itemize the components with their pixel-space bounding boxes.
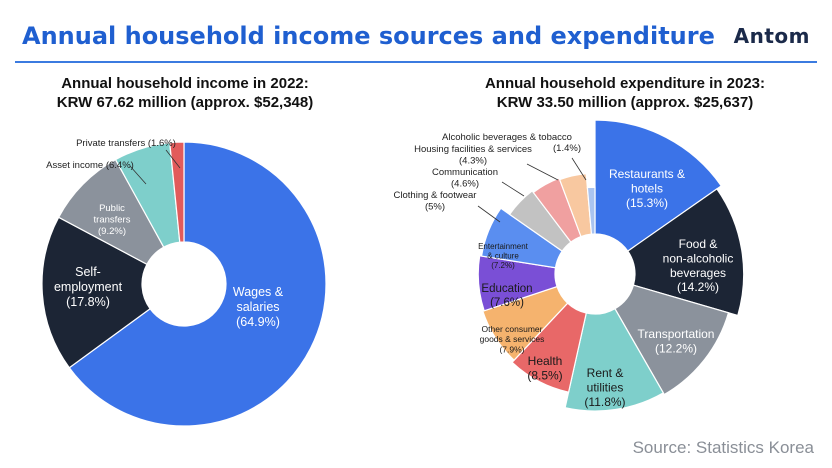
expenditure-label-other-consumer-goods-services: Other consumer goods & services (7.9%)	[480, 324, 545, 354]
expenditure-chart-title-block: Annual household expenditure in 2023: KR…	[440, 74, 810, 112]
expenditure-label-rent-utilities: Rent & utilities (11.8%)	[584, 366, 625, 409]
expenditure-slice-rent-utilities	[564, 307, 665, 412]
expenditure-chart-title: Annual household expenditure in 2023:	[484, 75, 766, 92]
expenditure-label-food-non-alcoholic-beverages: Food & non-alcoholic beverages (14.2%)	[663, 237, 734, 294]
expenditure-label-housing-facilities-services: Housing facilities & services (4.3%)	[414, 144, 532, 166]
expenditure-leader-alcoholic-beverages-tobacco	[571, 157, 587, 181]
expenditure-label-entertainment-culture: Entertainment & culture (7.2%)	[478, 242, 529, 270]
expenditure-slice-alcoholic-beverages-tobacco	[586, 186, 596, 235]
income-leader-private-transfers	[165, 149, 181, 169]
expenditure-donut-chart: Restaurants & hotels (15.3%) Food & non-alco…	[394, 119, 745, 412]
expenditure-value-alcoholic-beverages-tobacco: (1.4%)	[553, 143, 581, 154]
income-label-public-transfers: Public transfers (9.2%)	[94, 203, 131, 237]
expenditure-label-alcoholic-beverages-tobacco: Alcoholic beverages & tobacco	[442, 132, 572, 143]
expenditure-label-communication: Communication (4.6%)	[432, 167, 498, 189]
income-donut-chart: Wages & salaries (64.9%) Self-employment (17…	[41, 138, 327, 427]
expenditure-slice-other-consumer-goods-services	[482, 285, 569, 362]
income-label-asset-income: Asset income (6.4%)	[46, 160, 134, 171]
income-label-wages-salaries: Wages & salaries (64.9%)	[233, 285, 284, 329]
expenditure-chart-subtitle: KRW 33.50 million (approx. $25,637)	[496, 94, 754, 111]
income-slice-wages-salaries	[68, 141, 327, 427]
income-label-private-transfers: Private transfers (1.6%)	[76, 138, 176, 149]
expenditure-label-health: Health (8.5%)	[527, 354, 562, 382]
expenditure-label-clothing-footwear: Clothing & footwear (5%)	[394, 190, 477, 212]
income-chart-title-block: Annual household income in 2022: KRW 67.…	[30, 74, 340, 112]
income-chart-subtitle: KRW 67.62 million (approx. $52,348)	[56, 94, 314, 111]
expenditure-leader-communication	[501, 181, 525, 197]
income-chart-title: Annual household income in 2022:	[61, 75, 309, 92]
title-divider	[15, 61, 817, 63]
expenditure-leader-clothing-footwear	[477, 205, 501, 223]
income-label-self-employment: Self-employment (17.8%)	[54, 265, 123, 309]
expenditure-slice-health	[511, 302, 587, 393]
expenditure-slice-restaurants-hotels	[594, 119, 723, 252]
income-slice-self-employment	[41, 216, 151, 369]
expenditure-label-transportation: Transportation (12.2%)	[638, 327, 715, 355]
source-note: Source: Statistics Korea	[632, 438, 814, 457]
page-title: Annual household income sources and expe…	[22, 22, 715, 50]
expenditure-slice-education	[477, 255, 558, 312]
brand-logo: Antom	[733, 24, 810, 48]
expenditure-leader-housing-facilities-services	[526, 163, 559, 181]
income-slice-private-transfers	[169, 141, 185, 243]
expenditure-label-education: Education (7.6%)	[481, 283, 532, 309]
expenditure-slice-entertainment-culture	[480, 207, 564, 269]
expenditure-slice-food-non-alcoholic-beverages	[626, 188, 745, 317]
income-leader-asset-income	[129, 165, 147, 185]
expenditure-label-restaurants-hotels: Restaurants & hotels (15.3%)	[609, 167, 685, 210]
expenditure-slice-transportation	[614, 284, 730, 396]
